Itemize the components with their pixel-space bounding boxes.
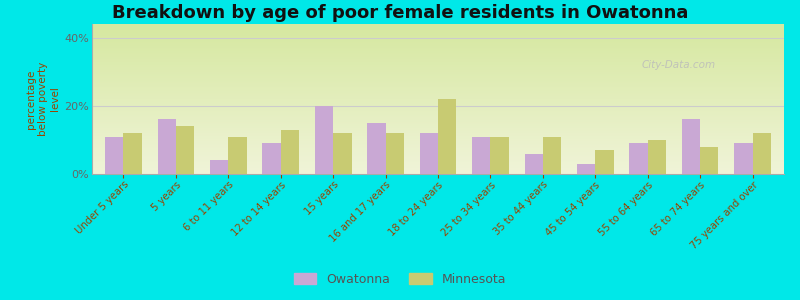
Bar bbox=[490, 136, 509, 174]
Bar bbox=[105, 136, 123, 174]
Bar bbox=[210, 160, 228, 174]
Bar bbox=[543, 136, 561, 174]
Bar bbox=[700, 147, 718, 174]
Bar bbox=[595, 150, 614, 174]
Bar bbox=[228, 136, 246, 174]
Bar bbox=[525, 154, 543, 174]
Bar bbox=[682, 119, 700, 174]
Bar bbox=[123, 133, 142, 174]
Bar bbox=[158, 119, 176, 174]
Legend: Owatonna, Minnesota: Owatonna, Minnesota bbox=[289, 268, 511, 291]
Text: Breakdown by age of poor female residents in Owatonna: Breakdown by age of poor female resident… bbox=[112, 4, 688, 22]
Bar bbox=[262, 143, 281, 174]
Bar bbox=[438, 99, 456, 174]
Bar bbox=[315, 106, 333, 174]
Bar bbox=[386, 133, 404, 174]
Bar bbox=[630, 143, 648, 174]
Y-axis label: percentage
below poverty
level: percentage below poverty level bbox=[26, 62, 60, 136]
Bar bbox=[333, 133, 351, 174]
Bar bbox=[367, 123, 386, 174]
Bar bbox=[577, 164, 595, 174]
Bar bbox=[176, 126, 194, 174]
Bar bbox=[281, 130, 299, 174]
Bar bbox=[648, 140, 666, 174]
Bar bbox=[420, 133, 438, 174]
Bar bbox=[734, 143, 753, 174]
Text: City-Data.com: City-Data.com bbox=[642, 60, 716, 70]
Bar bbox=[472, 136, 490, 174]
Bar bbox=[753, 133, 771, 174]
